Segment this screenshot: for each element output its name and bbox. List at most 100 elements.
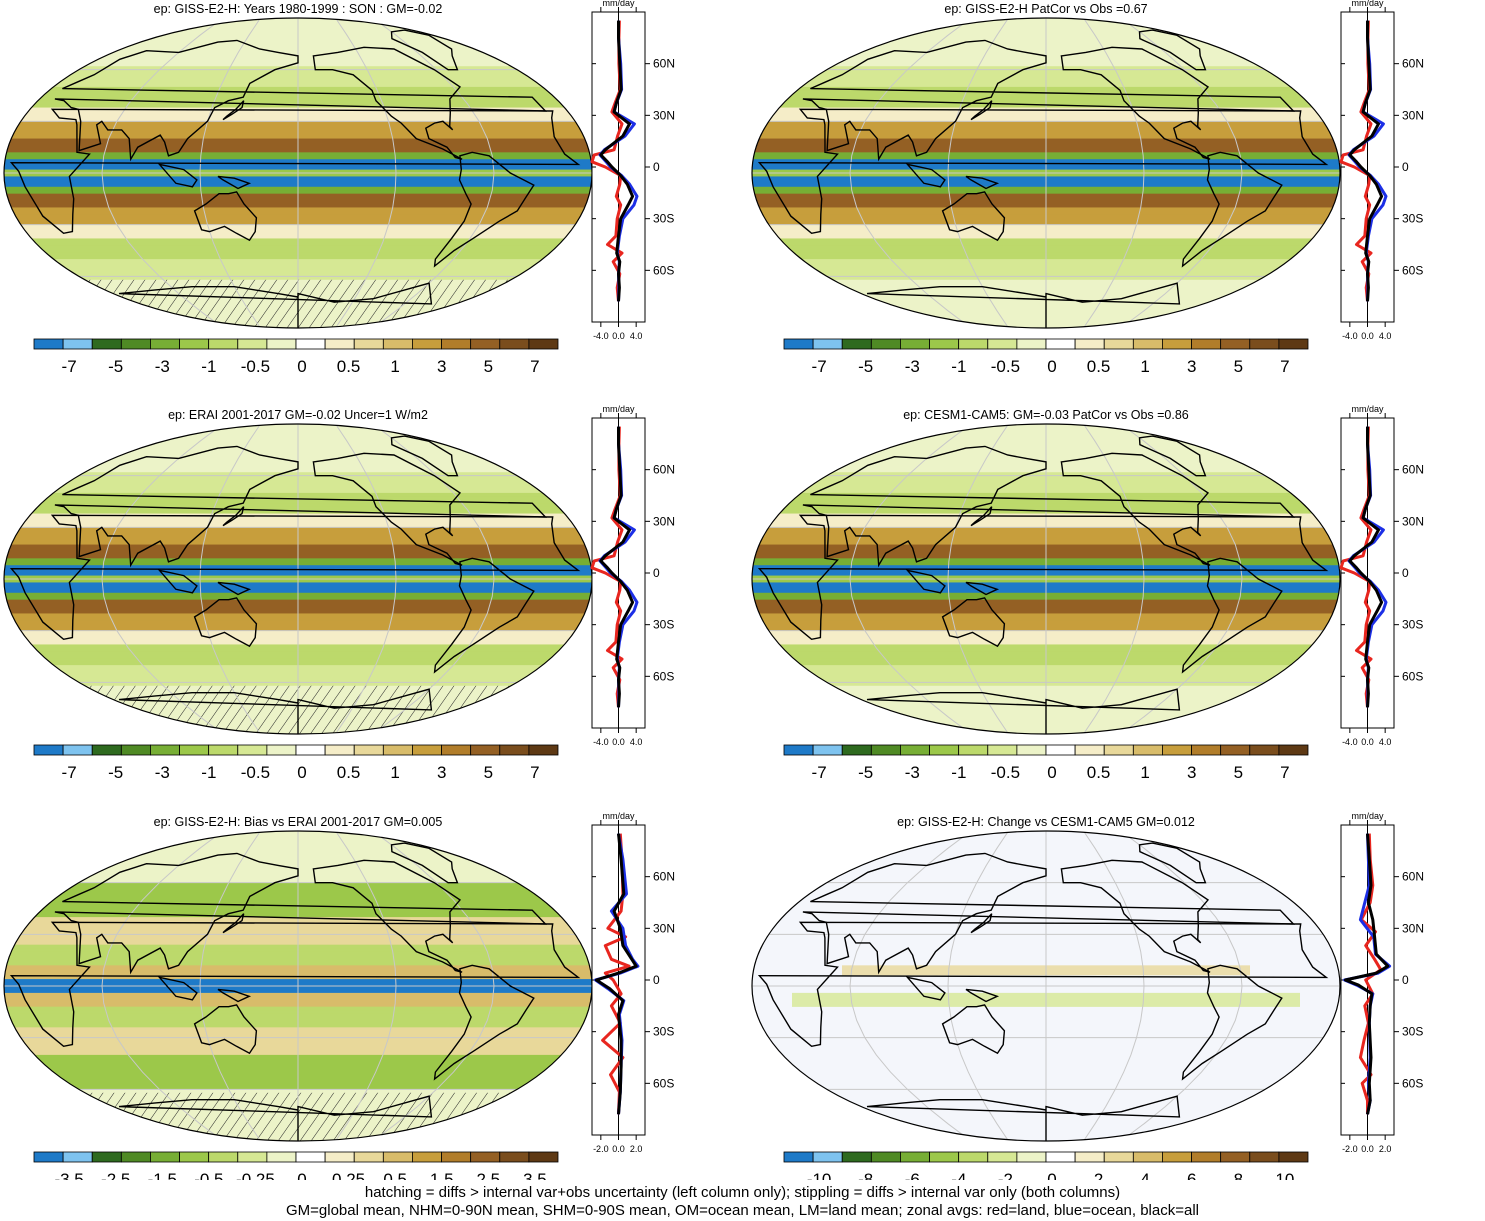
zonal-x-tick: -2.0 (1342, 1144, 1358, 1154)
map-border (751, 830, 1341, 1142)
colorbar-label: -4 (951, 1170, 966, 1180)
colorbar-label: 5 (1234, 357, 1243, 376)
panel-title: ep: GISS-E2-H PatCor vs Obs =0.67 (944, 2, 1147, 16)
colorbar-label: -0.5 (241, 763, 270, 782)
zonal-lat-label: 60S (653, 263, 674, 277)
colorbar-label: 3 (1187, 357, 1196, 376)
colorbar-label: 5 (1234, 763, 1243, 782)
colorbar-swatch (1278, 744, 1309, 756)
colorbar-swatch (528, 1151, 559, 1163)
colorbar-label: -10 (807, 1170, 832, 1180)
colorbar-label: 1.5 (430, 1170, 454, 1180)
colorbar-swatch (412, 1151, 442, 1163)
colorbar-swatch (1074, 744, 1105, 756)
colorbar-swatch (499, 338, 530, 350)
colorbar-label: -0.5 (241, 357, 270, 376)
colorbar-label: 0.5 (337, 357, 361, 376)
zonal-x-tick: 0.0 (612, 1144, 625, 1154)
colorbar-swatch (841, 744, 872, 756)
figure-canvas: ep: GISS-E2-H: Years 1980-1999 : SON : G… (3, 0, 1424, 1189)
colorbar-swatch (179, 338, 210, 350)
colorbar-swatch (1045, 338, 1076, 350)
colorbar-label: -0.5 (991, 357, 1020, 376)
colorbar-label: -3 (905, 357, 920, 376)
colorbar-label: 10 (1275, 1170, 1294, 1180)
zonal-lat-label: 0 (653, 160, 660, 174)
zonal-x-tick: -4.0 (593, 737, 609, 747)
colorbar-label: -2.5 (101, 1170, 130, 1180)
colorbar-swatch (324, 744, 355, 756)
colorbar-swatch (382, 338, 413, 350)
colorbar-swatch (1191, 338, 1222, 350)
colorbar-label: 3 (1187, 763, 1196, 782)
map-field (4, 18, 592, 328)
map-border (751, 423, 1341, 735)
colorbar-swatch (470, 1151, 501, 1163)
colorbar-swatch (441, 1151, 472, 1163)
zonal-lat-label: 30S (1402, 212, 1423, 226)
colorbar-label: -5 (858, 763, 873, 782)
zonal-lat-label: 60N (653, 870, 675, 884)
colorbar-label: -1 (951, 763, 966, 782)
panel-title: ep: CESM1-CAM5: GM=-0.03 PatCor vs Obs =… (903, 408, 1189, 422)
colorbar-label: -0.5 (194, 1170, 223, 1180)
colorbar-label: -7 (62, 357, 77, 376)
zonal-unit: mm/day (602, 404, 635, 414)
zonal-lat-label: 30S (653, 1025, 674, 1039)
zonal-lat-label: 30N (1402, 921, 1424, 935)
colorbar-swatch (1278, 1151, 1309, 1163)
colorbar-swatch (841, 1151, 872, 1163)
zonal-x-tick: 0.0 (612, 331, 625, 341)
colorbar-swatch (412, 744, 442, 756)
colorbar-swatch (1103, 744, 1134, 756)
colorbar-swatch (870, 744, 901, 756)
colorbar-swatch (987, 1151, 1018, 1163)
zonal-x-tick: 0.0 (1361, 737, 1374, 747)
colorbar-label: 2.5 (476, 1170, 500, 1180)
zonal-lat-label: 60S (1402, 669, 1423, 683)
colorbar-label: -0.25 (236, 1170, 275, 1180)
panel-title: ep: GISS-E2-H: Years 1980-1999 : SON : G… (154, 2, 443, 16)
zonal-lat-label: 0 (1402, 973, 1409, 987)
colorbar-swatch (382, 1151, 413, 1163)
colorbar-swatch (33, 338, 64, 350)
colorbar-swatch (1220, 1151, 1251, 1163)
colorbar-swatch (900, 1151, 930, 1163)
zonal-x-tick: 4.0 (630, 737, 643, 747)
colorbar-swatch (783, 744, 814, 756)
colorbar-label: 0.5 (1087, 357, 1111, 376)
colorbar-label: -7 (812, 763, 827, 782)
panel-2: ep: GISS-E2-H PatCor vs Obs =0.67 60N 30N 0… (751, 0, 1424, 376)
colorbar-swatch (900, 744, 930, 756)
map-field (752, 831, 1340, 1141)
colorbar-swatch (441, 338, 472, 350)
colorbar-label: 3 (437, 357, 446, 376)
colorbar-label: -0.5 (991, 763, 1020, 782)
zonal-lat-label: 60S (653, 669, 674, 683)
colorbar-swatch (1278, 338, 1309, 350)
colorbar-swatch (1191, 744, 1222, 756)
colorbar-label: 0 (297, 763, 306, 782)
colorbar-label: -3 (905, 763, 920, 782)
zonal-lat-label: 30S (1402, 1025, 1423, 1039)
zonal-x-tick: -4.0 (1342, 331, 1358, 341)
zonal-x-tick: -2.0 (593, 1144, 609, 1154)
colorbar-swatch (499, 1151, 530, 1163)
colorbar-label: -1 (951, 357, 966, 376)
colorbar-label: 0 (297, 357, 306, 376)
colorbar-label: -7 (62, 763, 77, 782)
colorbar-swatch (266, 1151, 297, 1163)
colorbar-label: 7 (530, 763, 539, 782)
colorbar-swatch (987, 744, 1018, 756)
colorbar-label: 0 (1047, 1170, 1056, 1180)
colorbar-label: -1 (201, 357, 216, 376)
zonal-lat-label: 60S (1402, 263, 1423, 277)
colorbar-swatch (150, 338, 180, 350)
colorbar-swatch (266, 744, 297, 756)
colorbar-swatch (295, 338, 326, 350)
colorbar-label: -5 (108, 763, 123, 782)
colorbar-swatch (382, 744, 413, 756)
colorbar-label: 0.25 (332, 1170, 365, 1180)
colorbar-swatch (208, 744, 239, 756)
panel-title: ep: GISS-E2-H: Bias vs ERAI 2001-2017 GM… (154, 815, 443, 829)
